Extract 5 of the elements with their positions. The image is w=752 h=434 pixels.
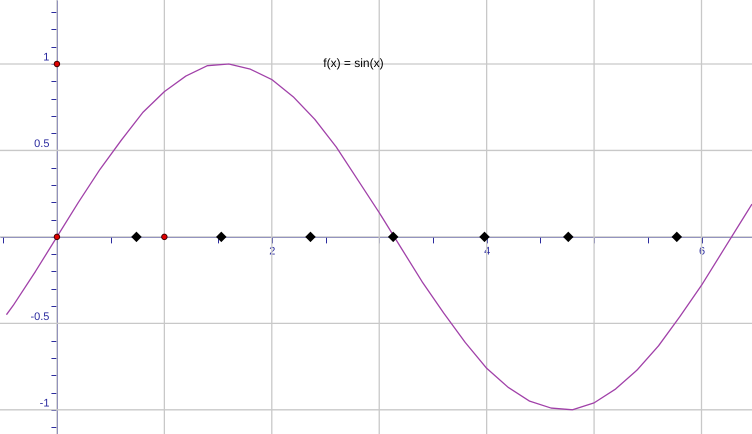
annotation: f(x) = sin(x)	[323, 56, 384, 70]
y-tick-label: -0.5	[30, 310, 50, 323]
y-tick-label: 0.5	[34, 138, 50, 150]
y-tick-label: 1	[43, 51, 50, 64]
y-tick-label: -1	[40, 397, 50, 410]
